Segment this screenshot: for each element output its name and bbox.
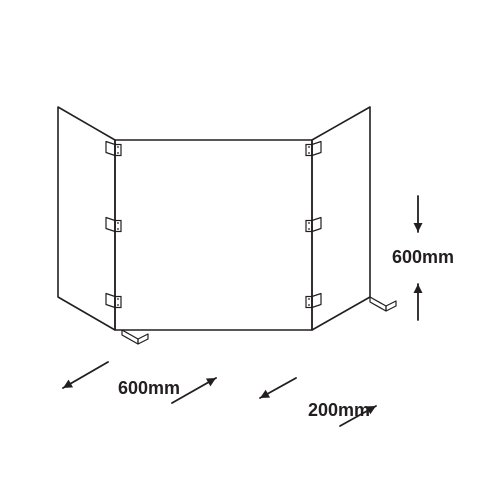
- hinge-screw: [308, 228, 310, 230]
- hinge-plate-side: [106, 294, 115, 308]
- hinge-screw: [117, 152, 119, 154]
- floor-bracket: [370, 297, 386, 311]
- dim-height-arrow-2-head: [414, 284, 423, 293]
- dimension-label-height: 600mm: [392, 247, 454, 268]
- hinge-screw: [308, 152, 310, 154]
- floor-bracket-tab: [386, 301, 396, 311]
- hinge-screw: [308, 304, 310, 306]
- hinge-screw: [117, 228, 119, 230]
- hinge-plate-side: [106, 218, 115, 232]
- floor-bracket: [122, 330, 138, 344]
- hinge-plate-side: [106, 142, 115, 156]
- diagram-stage: 600mm 200mm 600mm: [0, 0, 500, 500]
- dimension-label-width: 600mm: [118, 378, 180, 399]
- hinge-screw: [308, 298, 310, 300]
- hinge-screw: [117, 304, 119, 306]
- hinge-screw: [308, 222, 310, 224]
- hinge-plate-side: [312, 294, 321, 308]
- hinge-screw: [308, 146, 310, 148]
- dimension-label-depth: 200mm: [308, 400, 370, 421]
- hinge-plate-side: [312, 142, 321, 156]
- hinge-screw: [117, 298, 119, 300]
- dim-height-arrow-1-head: [414, 223, 423, 232]
- hinge-screw: [117, 146, 119, 148]
- hinge-plate-side: [312, 218, 321, 232]
- floor-bracket-tab: [138, 334, 148, 344]
- hinge-screw: [117, 222, 119, 224]
- front-panel: [115, 140, 312, 330]
